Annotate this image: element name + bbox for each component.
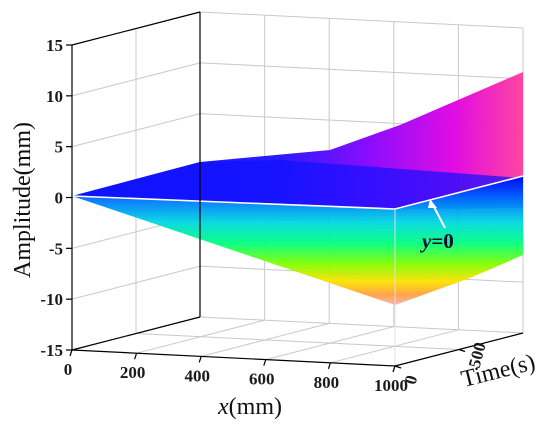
x-tick-mark <box>198 356 202 363</box>
x-tick-label: 200 <box>120 363 146 382</box>
z-tick-mark <box>458 348 466 353</box>
y-tick-label: 5 <box>55 138 64 157</box>
annotation-label: y=0 <box>419 229 454 253</box>
x-tick-label: 400 <box>184 366 210 385</box>
x-tick-label: 0 <box>64 360 73 379</box>
x-axis-label: x(mm) <box>217 394 282 420</box>
back-wall-grid-h <box>199 316 524 334</box>
x-tick-mark <box>392 365 396 373</box>
x-axis-var: x <box>217 394 229 420</box>
x-axis-unit: (mm) <box>229 394 282 420</box>
y-tick-label: -10 <box>40 290 63 309</box>
axes <box>66 11 524 373</box>
x-tick-labels: 0 200 400 600 800 1000 <box>64 360 408 395</box>
y-tick-label: -5 <box>49 239 63 258</box>
y-tick-label: 0 <box>55 189 64 208</box>
y-tick-label: 10 <box>46 87 63 106</box>
x-tick-label: 1000 <box>374 376 408 395</box>
x-tick-mark <box>134 353 138 360</box>
x-tick-mark <box>69 349 73 357</box>
floor-left-edge <box>71 316 201 351</box>
annotation-arrowhead <box>428 199 437 208</box>
back-wall-grid-h <box>199 11 524 29</box>
y-tick-label: -15 <box>40 341 63 360</box>
x-axis-line <box>71 349 396 367</box>
x-tick-mark <box>263 359 267 366</box>
x-tick-mark <box>327 362 331 369</box>
y-tick-labels: 15 10 5 0 -5 -10 -15 <box>40 36 63 360</box>
y-axis-label: Amplitude(mm) <box>10 122 36 278</box>
annotation-text: =0 <box>431 229 453 253</box>
floor-grid-z <box>135 333 460 350</box>
upper-surface-blue-band <box>72 160 523 209</box>
back-wall-grid-h <box>199 62 524 80</box>
x-tick-label: 600 <box>249 370 275 389</box>
lower-surface <box>72 176 523 305</box>
top-left-edge <box>71 11 201 46</box>
y-tick-label: 15 <box>46 36 63 55</box>
z-tick-mark <box>394 365 402 369</box>
x-tick-label: 800 <box>314 373 340 392</box>
annotation-var: y <box>419 229 432 253</box>
